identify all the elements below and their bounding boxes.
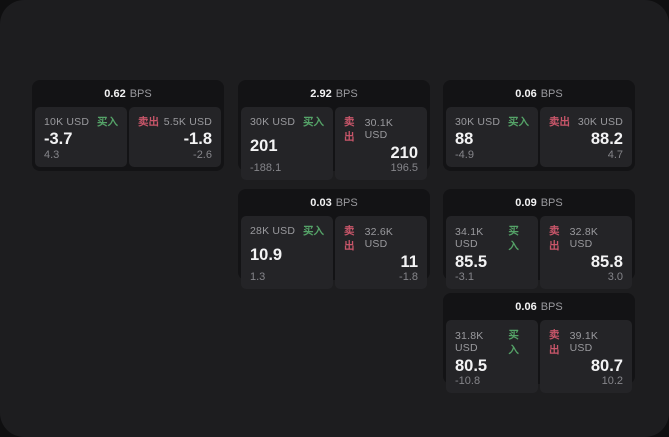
change-value: 3.0	[607, 270, 623, 283]
change-value: -1.8	[399, 270, 418, 283]
sell-tag: 卖出	[549, 225, 560, 252]
quote-body: 31.8K USD 买入 80.5 -10.8 卖出 39.1K USD 80.…	[443, 320, 635, 397]
size-label: 30K USD	[250, 115, 296, 128]
quote-body: 10K USD 买入 -3.7 4.3 卖出 5.5K USD -1.8 -2.…	[32, 107, 224, 171]
size-label: 32.6K USD	[364, 226, 394, 250]
quote-body: 28K USD 买入 10.9 1.3 卖出 32.6K USD 11 -1.8	[238, 216, 430, 293]
quote-body: 34.1K USD 买入 85.5 -3.1 卖出 32.8K USD 85.8…	[443, 216, 635, 293]
price-value: 88.2	[590, 130, 623, 149]
quote-card: 0.06 BPS 30K USD 买入 88 -4.9 卖出 30K USD 8…	[443, 80, 635, 171]
buy-tag: 买入	[508, 329, 519, 356]
sell-tag: 卖出	[344, 225, 355, 252]
buy-tag: 买入	[508, 116, 529, 128]
size-label: 30.1K USD	[364, 117, 394, 141]
sell-panel[interactable]: 卖出 30.1K USD 210 196.5	[335, 107, 427, 180]
size-label: 30K USD	[577, 115, 623, 128]
bps-header: 0.06 BPS	[443, 293, 635, 320]
bps-value: 0.03	[310, 196, 332, 209]
size-label: 5.5K USD	[163, 115, 212, 128]
bps-header: 2.92 BPS	[238, 80, 430, 107]
change-value: -10.8	[455, 374, 481, 387]
quote-body: 30K USD 买入 201 -188.1 卖出 30.1K USD 210 1…	[238, 107, 430, 184]
sell-tag: 卖出	[344, 116, 355, 143]
buy-panel[interactable]: 28K USD 买入 10.9 1.3	[241, 216, 333, 289]
price-value: 80.7	[590, 357, 623, 375]
quote-card: 0.06 BPS 31.8K USD 买入 80.5 -10.8 卖出 39.1…	[443, 293, 635, 393]
bps-unit: BPS	[540, 196, 563, 209]
sell-panel[interactable]: 卖出 5.5K USD -1.8 -2.6	[129, 107, 221, 167]
sell-tag: 卖出	[138, 116, 159, 128]
sell-panel[interactable]: 卖出 32.8K USD 85.8 3.0	[540, 216, 632, 289]
bps-unit: BPS	[540, 87, 563, 100]
price-value: 201	[250, 136, 278, 155]
price-value: 80.5	[455, 357, 488, 375]
size-label: 39.1K USD	[569, 330, 599, 354]
bps-header: 0.09 BPS	[443, 189, 635, 216]
bps-unit: BPS	[335, 87, 358, 100]
change-value: -4.9	[455, 149, 474, 161]
price-value: 10.9	[250, 245, 283, 264]
change-value: 4.7	[607, 149, 623, 161]
quote-card: 2.92 BPS 30K USD 买入 201 -188.1 卖出 30.1K …	[238, 80, 430, 180]
price-value: 11	[400, 253, 418, 271]
price-value: 210	[390, 144, 418, 162]
bps-value: 0.62	[104, 87, 126, 100]
bps-header: 0.06 BPS	[443, 80, 635, 107]
sell-tag: 卖出	[549, 329, 560, 356]
sell-tag: 卖出	[549, 116, 570, 128]
bps-value: 0.06	[515, 300, 537, 313]
bps-value: 0.06	[515, 87, 537, 100]
quote-body: 30K USD 买入 88 -4.9 卖出 30K USD 88.2 4.7	[443, 107, 635, 171]
sell-panel[interactable]: 卖出 39.1K USD 80.7 10.2	[540, 320, 632, 393]
price-value: -1.8	[183, 130, 212, 149]
bps-unit: BPS	[540, 300, 563, 313]
price-value: 85.5	[455, 253, 488, 271]
change-value: 196.5	[390, 161, 418, 174]
price-value: 85.8	[590, 253, 623, 271]
change-value: 10.2	[601, 374, 623, 387]
buy-panel[interactable]: 34.1K USD 买入 85.5 -3.1	[446, 216, 538, 289]
buy-tag: 买入	[303, 116, 324, 128]
size-label: 34.1K USD	[455, 226, 484, 250]
size-label: 28K USD	[250, 224, 296, 237]
quote-card: 0.09 BPS 34.1K USD 买入 85.5 -3.1 卖出 32.8K…	[443, 189, 635, 289]
bps-value: 2.92	[310, 87, 332, 100]
size-label: 32.8K USD	[569, 226, 599, 250]
buy-panel[interactable]: 10K USD 买入 -3.7 4.3	[35, 107, 127, 167]
bps-value: 0.09	[515, 196, 537, 209]
sell-panel[interactable]: 卖出 30K USD 88.2 4.7	[540, 107, 632, 167]
size-label: 31.8K USD	[455, 330, 484, 354]
buy-tag: 买入	[508, 225, 519, 252]
change-value: -2.6	[193, 149, 212, 161]
bps-header: 0.62 BPS	[32, 80, 224, 107]
change-value: 1.3	[250, 270, 266, 283]
bps-unit: BPS	[129, 87, 152, 100]
buy-panel[interactable]: 30K USD 买入 201 -188.1	[241, 107, 333, 180]
quote-card: 0.62 BPS 10K USD 买入 -3.7 4.3 卖出 5.5K USD…	[32, 80, 224, 171]
buy-panel[interactable]: 30K USD 买入 88 -4.9	[446, 107, 538, 167]
buy-tag: 买入	[97, 116, 118, 128]
bps-header: 0.03 BPS	[238, 189, 430, 216]
quote-card: 0.03 BPS 28K USD 买入 10.9 1.3 卖出 32.6K US…	[238, 189, 430, 289]
change-value: -188.1	[250, 161, 282, 174]
change-value: 4.3	[44, 149, 60, 161]
price-value: -3.7	[44, 130, 73, 149]
price-value: 88	[455, 130, 474, 149]
buy-panel[interactable]: 31.8K USD 买入 80.5 -10.8	[446, 320, 538, 393]
change-value: -3.1	[455, 270, 474, 283]
size-label: 10K USD	[44, 115, 90, 128]
bps-unit: BPS	[335, 196, 358, 209]
buy-tag: 买入	[303, 225, 324, 237]
sell-panel[interactable]: 卖出 32.6K USD 11 -1.8	[335, 216, 427, 289]
size-label: 30K USD	[455, 115, 501, 128]
